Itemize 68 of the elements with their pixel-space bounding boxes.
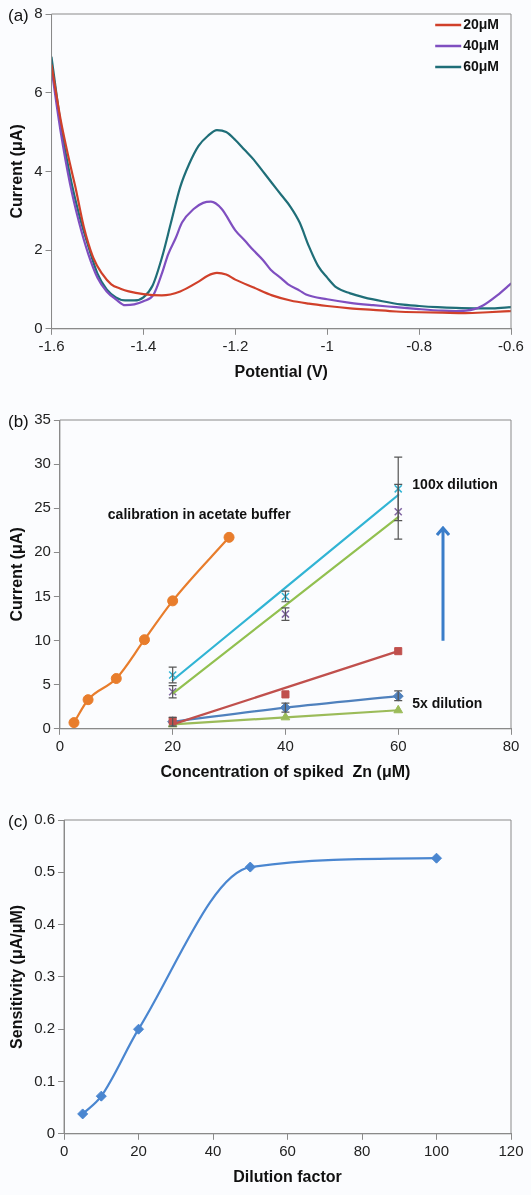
y-tick-label: 0.5 <box>34 862 56 880</box>
x-axis-title: Potential (V) <box>234 362 328 380</box>
y-tick-label: 4 <box>34 161 43 179</box>
x-tick-label: 60 <box>389 736 407 754</box>
y-tick-label: 0.6 <box>34 810 56 828</box>
y-axis-title: Current (μA) <box>8 124 26 219</box>
annotation: 100x dilution <box>412 476 498 493</box>
x-tick-label: 60 <box>279 1141 296 1159</box>
legend-label: 20μM <box>463 15 500 32</box>
y-tick-label: 0.3 <box>34 967 56 985</box>
point <box>168 670 177 680</box>
point <box>138 634 150 646</box>
x-tick-label: 0 <box>59 1141 69 1159</box>
x-tick-label: -1 <box>320 336 334 354</box>
point <box>82 694 94 706</box>
legend-label: 40μM <box>463 36 500 53</box>
y-tick-label: 0.1 <box>34 1071 56 1089</box>
point <box>393 484 403 494</box>
y-tick-label: 35 <box>34 410 51 428</box>
x-tick-label: 40 <box>204 1141 222 1159</box>
x-tick-label: 80 <box>502 736 520 754</box>
point <box>133 1023 145 1035</box>
y-tick-label: 20 <box>34 542 51 560</box>
x-axis-title: Dilution factor <box>233 1167 342 1185</box>
chart-title: (b) <box>8 411 29 431</box>
y-tick-label: 30 <box>34 454 51 472</box>
x-tick-label: -1.6 <box>38 336 65 354</box>
y-tick-label: 0 <box>34 318 43 336</box>
x-tick-label: -0.6 <box>498 336 524 354</box>
x-tick-label: 20 <box>164 736 182 754</box>
y-tick-label: 5 <box>42 674 51 692</box>
chart-title: (c) <box>8 811 28 831</box>
point <box>95 1090 107 1102</box>
x-tick-label: 100 <box>423 1141 450 1159</box>
x-tick-label: -1.4 <box>130 336 157 354</box>
point <box>77 1108 89 1120</box>
y-tick-label: 6 <box>34 82 43 100</box>
y-tick-label: 15 <box>34 586 51 604</box>
point <box>68 717 80 729</box>
y-tick-label: 8 <box>34 4 43 22</box>
annotation: 5x dilution <box>412 694 483 711</box>
y-tick-label: 10 <box>34 630 51 648</box>
x-tick-label: 80 <box>353 1141 371 1159</box>
point <box>393 507 403 517</box>
point <box>110 673 122 685</box>
point <box>431 852 443 864</box>
legend-label: 60μM <box>463 57 500 74</box>
point <box>244 861 256 873</box>
point <box>223 531 235 543</box>
y-tick-label: 0.4 <box>34 914 56 932</box>
point <box>281 690 290 699</box>
y-tick-label: 25 <box>34 498 51 516</box>
x-tick-label: -0.8 <box>406 336 433 354</box>
x-axis-title: Concentration of spiked Zn (μM) <box>160 762 411 780</box>
y-tick-label: 0.2 <box>34 1019 56 1037</box>
annotation: calibration in acetate buffer <box>107 506 292 523</box>
y-axis-title: Sensitivity (μA/μM) <box>8 904 26 1049</box>
x-tick-label: 20 <box>130 1141 147 1159</box>
x-tick-label: 40 <box>277 736 294 754</box>
point <box>167 595 179 607</box>
x-tick-label: 120 <box>498 1141 524 1159</box>
y-tick-label: 2 <box>34 240 43 258</box>
point <box>393 704 404 714</box>
y-axis-title: Current (μA) <box>8 527 26 622</box>
x-tick-label: -1.2 <box>222 336 249 354</box>
y-tick-label: 0 <box>46 1123 56 1141</box>
y-tick-label: 0 <box>42 718 51 736</box>
chart-title: (a) <box>8 5 29 25</box>
